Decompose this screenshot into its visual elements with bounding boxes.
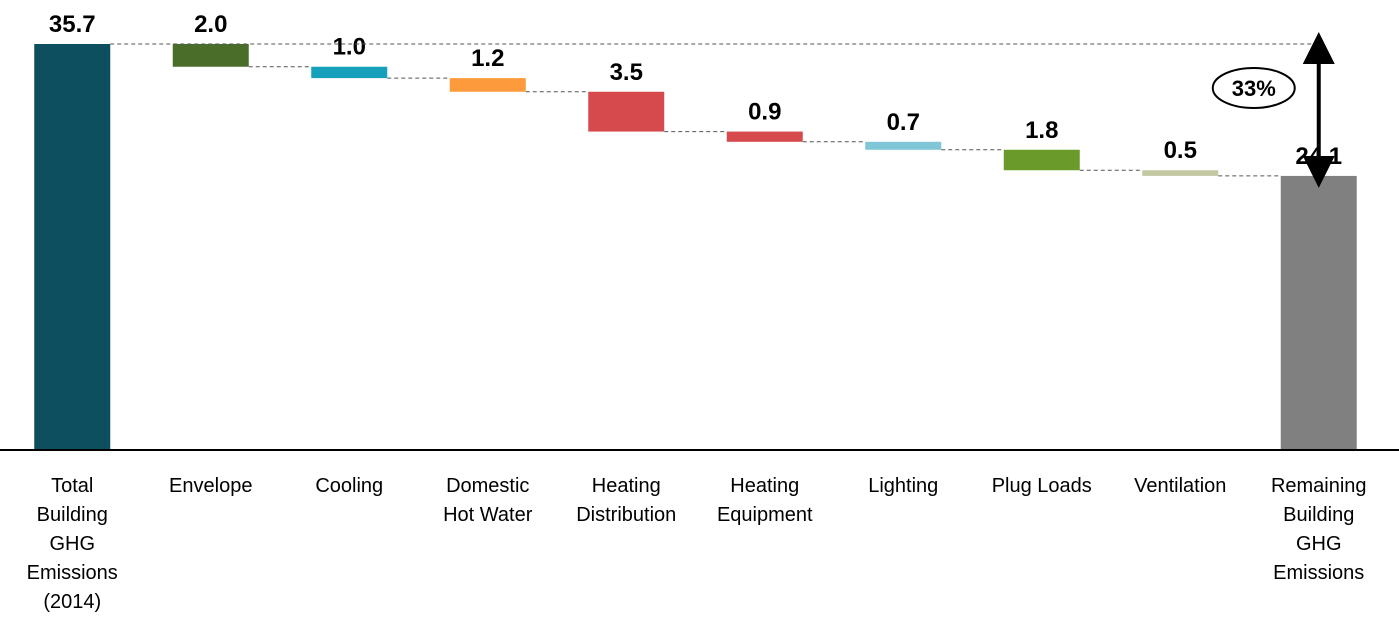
annotation-ellipse: [1211, 66, 1296, 109]
value-label: 1.0: [333, 34, 366, 61]
value-label: 2.0: [194, 11, 227, 38]
value-label: 1.2: [471, 45, 504, 72]
x-tick-label: Domestic Hot Water: [443, 475, 533, 526]
bar: [449, 78, 526, 92]
bar: [1142, 170, 1219, 176]
bar: [726, 131, 803, 142]
x-tick-label: Lighting: [868, 475, 939, 497]
bar: [865, 141, 942, 150]
value-label: 3.5: [610, 59, 643, 86]
x-tick-label: Plug Loads: [991, 475, 1092, 497]
x-tick-label: Heating Distribution: [576, 475, 677, 526]
bar: [172, 44, 249, 67]
x-tick-label: Remaining Building GHG Emissions: [1270, 475, 1367, 584]
bar: [34, 44, 111, 450]
value-label: 0.7: [887, 109, 920, 136]
bar: [311, 66, 388, 79]
x-tick-label: Cooling: [315, 475, 384, 497]
x-tick-label: Ventilation: [1134, 475, 1227, 497]
value-label: 0.5: [1164, 137, 1197, 164]
x-tick-label: Total Building GHG Emissions (2014): [26, 475, 118, 613]
bar: [588, 91, 665, 132]
value-label: 35.7: [49, 11, 96, 38]
bar: [1280, 175, 1357, 450]
value-label: 1.8: [1025, 117, 1058, 144]
x-tick-label: Envelope: [169, 475, 253, 497]
annotation: 33%: [1232, 76, 1276, 101]
bar: [1003, 149, 1080, 171]
value-label: 0.9: [748, 99, 781, 126]
x-tick-label: Heating Equipment: [716, 475, 813, 526]
